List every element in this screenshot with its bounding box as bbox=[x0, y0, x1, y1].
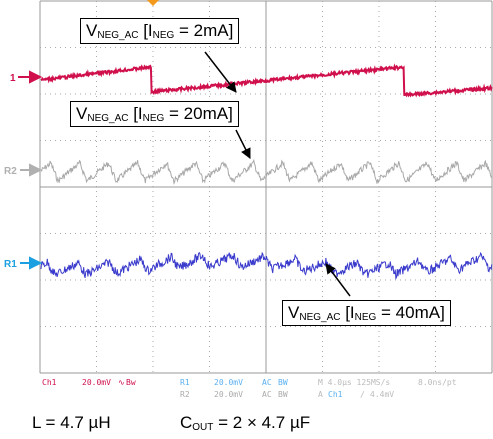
trace bbox=[40, 158, 493, 185]
status-text: 20.0mV bbox=[214, 390, 243, 399]
annotation: VNEG_AC [INEG = 2mA] bbox=[80, 18, 240, 44]
status-text: AC bbox=[262, 390, 272, 399]
annotation: VNEG_AC [INEG = 20mA] bbox=[70, 101, 239, 127]
annotation: VNEG_AC [INEG = 40mA] bbox=[282, 300, 451, 326]
marker-label: 1 bbox=[10, 73, 16, 84]
status-text: 20.0mV bbox=[214, 378, 243, 387]
status-text: R2 bbox=[180, 390, 190, 399]
trace bbox=[40, 63, 493, 98]
status-text: M 4.0µs 125MS/s bbox=[318, 378, 391, 387]
scope-screen: 1 R2 R1 bbox=[4, 0, 493, 374]
arrow bbox=[235, 129, 251, 159]
status-text: Bw bbox=[126, 378, 136, 387]
status-text: ∿ bbox=[118, 378, 125, 387]
trigger-marker bbox=[147, 0, 159, 6]
caption: L = 4.7 µH bbox=[32, 413, 111, 432]
arrow bbox=[325, 263, 351, 297]
marker-label: R1 bbox=[4, 259, 17, 270]
status-text: 20.0mV bbox=[82, 378, 111, 387]
marker-label: R2 bbox=[4, 166, 17, 177]
status-text: R1 bbox=[180, 378, 190, 387]
status-text: 8.0ns/pt bbox=[418, 378, 457, 387]
status-text: AC bbox=[262, 378, 272, 387]
traces bbox=[40, 63, 493, 281]
status-text: 4.4mV bbox=[370, 390, 395, 399]
arrow bbox=[204, 51, 237, 93]
channel-marker: R2 bbox=[4, 163, 43, 177]
status-text: ∕ bbox=[360, 390, 365, 399]
status-text: BW bbox=[278, 378, 288, 387]
channel-marker: R1 bbox=[4, 256, 43, 270]
channel-marker: 1 bbox=[10, 70, 43, 84]
status-text: BW bbox=[278, 390, 288, 399]
caption: COUT = 2 × 4.7 µF bbox=[180, 413, 311, 433]
status-text: Ch1 bbox=[328, 390, 343, 399]
trace bbox=[40, 251, 493, 281]
status-text: A bbox=[318, 390, 323, 399]
status-text: Ch1 bbox=[42, 378, 57, 387]
